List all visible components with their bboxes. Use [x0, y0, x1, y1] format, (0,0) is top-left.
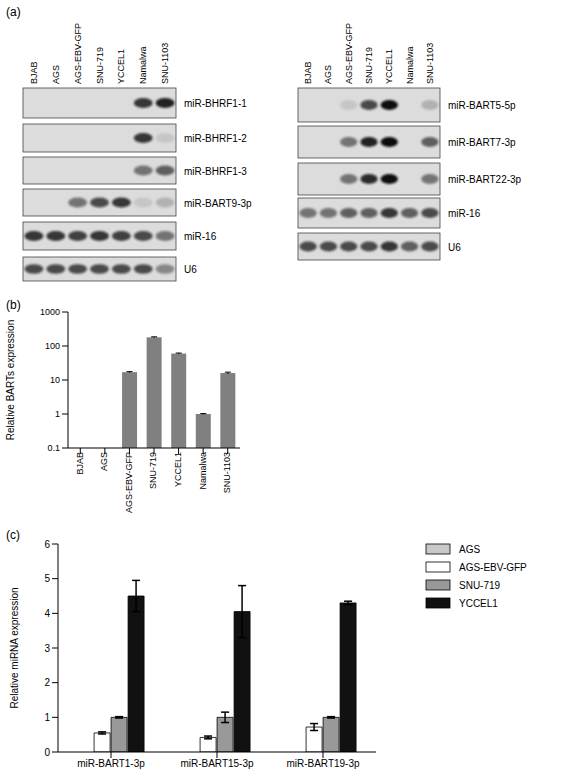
svg-text:U6: U6	[184, 264, 197, 275]
svg-text:2: 2	[44, 677, 50, 688]
html-text:(b): (b)	[6, 298, 21, 312]
svg-text:BJAB: BJAB	[75, 452, 85, 475]
svg-text:Namalwa: Namalwa	[198, 452, 208, 490]
svg-text:AGS: AGS	[323, 65, 333, 84]
svg-text:miR-BHRF1-2: miR-BHRF1-2	[184, 133, 247, 144]
svg-text:SNU-719: SNU-719	[148, 452, 158, 489]
svg-text:miR-BART7-3p: miR-BART7-3p	[448, 137, 516, 148]
svg-text:BJAB: BJAB	[29, 61, 39, 84]
svg-text:Namalwa: Namalwa	[405, 46, 415, 84]
svg-text:100: 100	[45, 341, 60, 351]
svg-text:SNU-1103: SNU-1103	[160, 43, 170, 84]
svg-text:5: 5	[44, 573, 50, 584]
svg-text:miR-BART9-3p: miR-BART9-3p	[184, 198, 252, 209]
svg-text:0.1: 0.1	[47, 443, 60, 453]
svg-text:10: 10	[50, 375, 60, 385]
svg-text:miR-BART15-3p: miR-BART15-3p	[180, 758, 254, 769]
svg-text:miR-BHRF1-3: miR-BHRF1-3	[184, 166, 247, 177]
svg-text:AGS-EBV-GFP: AGS-EBV-GFP	[124, 452, 134, 513]
svg-text:SNU-1103: SNU-1103	[222, 452, 232, 493]
svg-text:Relative BARTs expression: Relative BARTs expression	[8, 320, 16, 440]
html-text:(c): (c)	[6, 528, 20, 542]
svg-text:Namalwa: Namalwa	[138, 46, 148, 84]
svg-text:1000: 1000	[40, 307, 60, 317]
svg-text:(a): (a)	[8, 5, 21, 19]
svg-text:U6: U6	[448, 242, 461, 253]
html-text:YCCEL1: YCCEL1	[459, 597, 498, 609]
svg-text:AGS-EBV-GFP: AGS-EBV-GFP	[344, 23, 354, 84]
svg-text:YCCEL1: YCCEL1	[384, 49, 394, 84]
svg-text:1: 1	[44, 712, 50, 723]
svg-text:miR-BART22-3p: miR-BART22-3p	[448, 174, 522, 185]
svg-text:SNU-719: SNU-719	[364, 47, 374, 84]
svg-text:miR-BART19-3p: miR-BART19-3p	[286, 758, 360, 769]
svg-text:BJAB: BJAB	[303, 61, 313, 84]
html-text:AGS-EBV-GFP: AGS-EBV-GFP	[459, 561, 527, 573]
svg-text:YCCEL1: YCCEL1	[173, 452, 183, 487]
svg-text:miR-16: miR-16	[184, 231, 217, 242]
svg-text:SNU-1103: SNU-1103	[425, 43, 435, 84]
svg-text:miR-16: miR-16	[448, 208, 481, 219]
svg-text:miR-BHRF1-1: miR-BHRF1-1	[184, 98, 247, 109]
svg-text:4: 4	[44, 608, 50, 619]
svg-text:SNU-719: SNU-719	[95, 47, 105, 84]
svg-text:Relative miRNA expression: Relative miRNA expression	[9, 587, 20, 708]
svg-text:3: 3	[44, 643, 50, 654]
svg-text:miR-BART5-5p: miR-BART5-5p	[448, 100, 516, 111]
html-text:AGS: AGS	[459, 543, 481, 555]
svg-text:YCCEL1: YCCEL1	[116, 49, 126, 84]
svg-text:AGS-EBV-GFP: AGS-EBV-GFP	[73, 23, 83, 84]
svg-text:0: 0	[44, 747, 50, 758]
svg-text:6: 6	[44, 539, 50, 550]
svg-text:miR-BART1-3p: miR-BART1-3p	[77, 758, 145, 769]
html-text:SNU-719: SNU-719	[459, 579, 501, 591]
svg-text:AGS: AGS	[99, 452, 109, 471]
svg-text:1: 1	[55, 409, 60, 419]
svg-text:AGS: AGS	[51, 65, 61, 84]
